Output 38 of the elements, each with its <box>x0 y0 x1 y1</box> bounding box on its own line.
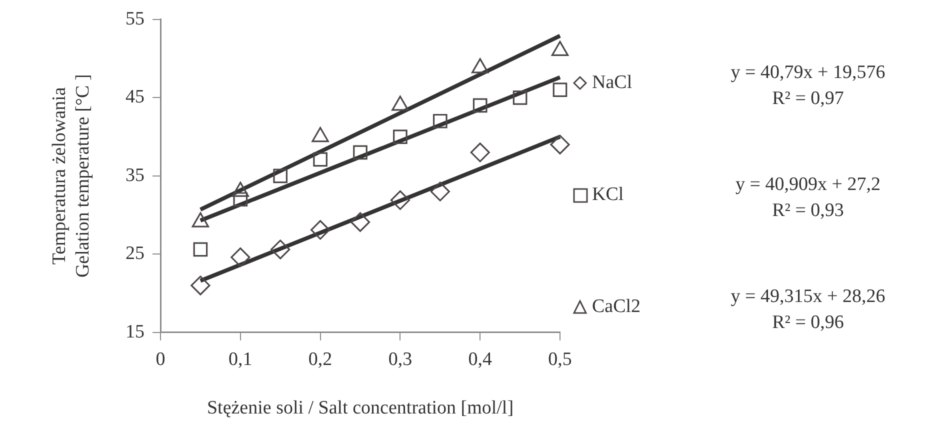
legend-label: NaCl <box>592 72 632 94</box>
point <box>270 240 290 260</box>
x-tick-label: 0 <box>156 348 166 370</box>
point <box>273 168 288 184</box>
y-tick-label: 25 <box>126 243 144 264</box>
x-tick-label: 0,3 <box>388 348 412 370</box>
point <box>390 190 410 210</box>
text: y = 49,315x + 28,26 R² = 0,96 <box>730 285 886 335</box>
point <box>193 242 208 257</box>
point <box>512 90 528 105</box>
point <box>310 220 330 240</box>
point <box>430 182 450 202</box>
point <box>472 98 488 113</box>
y-tick-label: 45 <box>126 86 144 108</box>
x-tick-label: 0,1 <box>228 348 252 370</box>
point <box>350 212 370 232</box>
y-tick-label: 55 <box>126 8 144 30</box>
x-tick-label: 0,5 <box>548 348 572 370</box>
text: y = 40,79x + 19,576 R² = 0,97 <box>730 61 886 111</box>
point <box>313 152 328 167</box>
point <box>470 142 490 162</box>
point <box>432 114 448 128</box>
point <box>190 276 210 296</box>
y-tick-label: 35 <box>126 164 144 186</box>
point <box>230 247 250 268</box>
point <box>353 145 368 160</box>
point <box>552 82 568 97</box>
legend-label: CaCl2 <box>592 296 641 318</box>
x-tick-label: 0,4 <box>468 348 492 370</box>
y-tick-label: 15 <box>126 321 144 342</box>
point <box>550 134 570 154</box>
y-axis-title: Temperatura żelowania Gelation temperature [°C ] <box>48 74 94 278</box>
x-tick-label: 0,2 <box>308 348 332 370</box>
legend-label: KCl <box>592 184 624 206</box>
x-axis-title: Stężenie soli / Salt concentration [mol/l] <box>206 398 514 419</box>
point <box>233 192 248 207</box>
text: y = 40,909x + 27,2 R² = 0,93 <box>734 173 882 223</box>
point <box>393 130 408 144</box>
